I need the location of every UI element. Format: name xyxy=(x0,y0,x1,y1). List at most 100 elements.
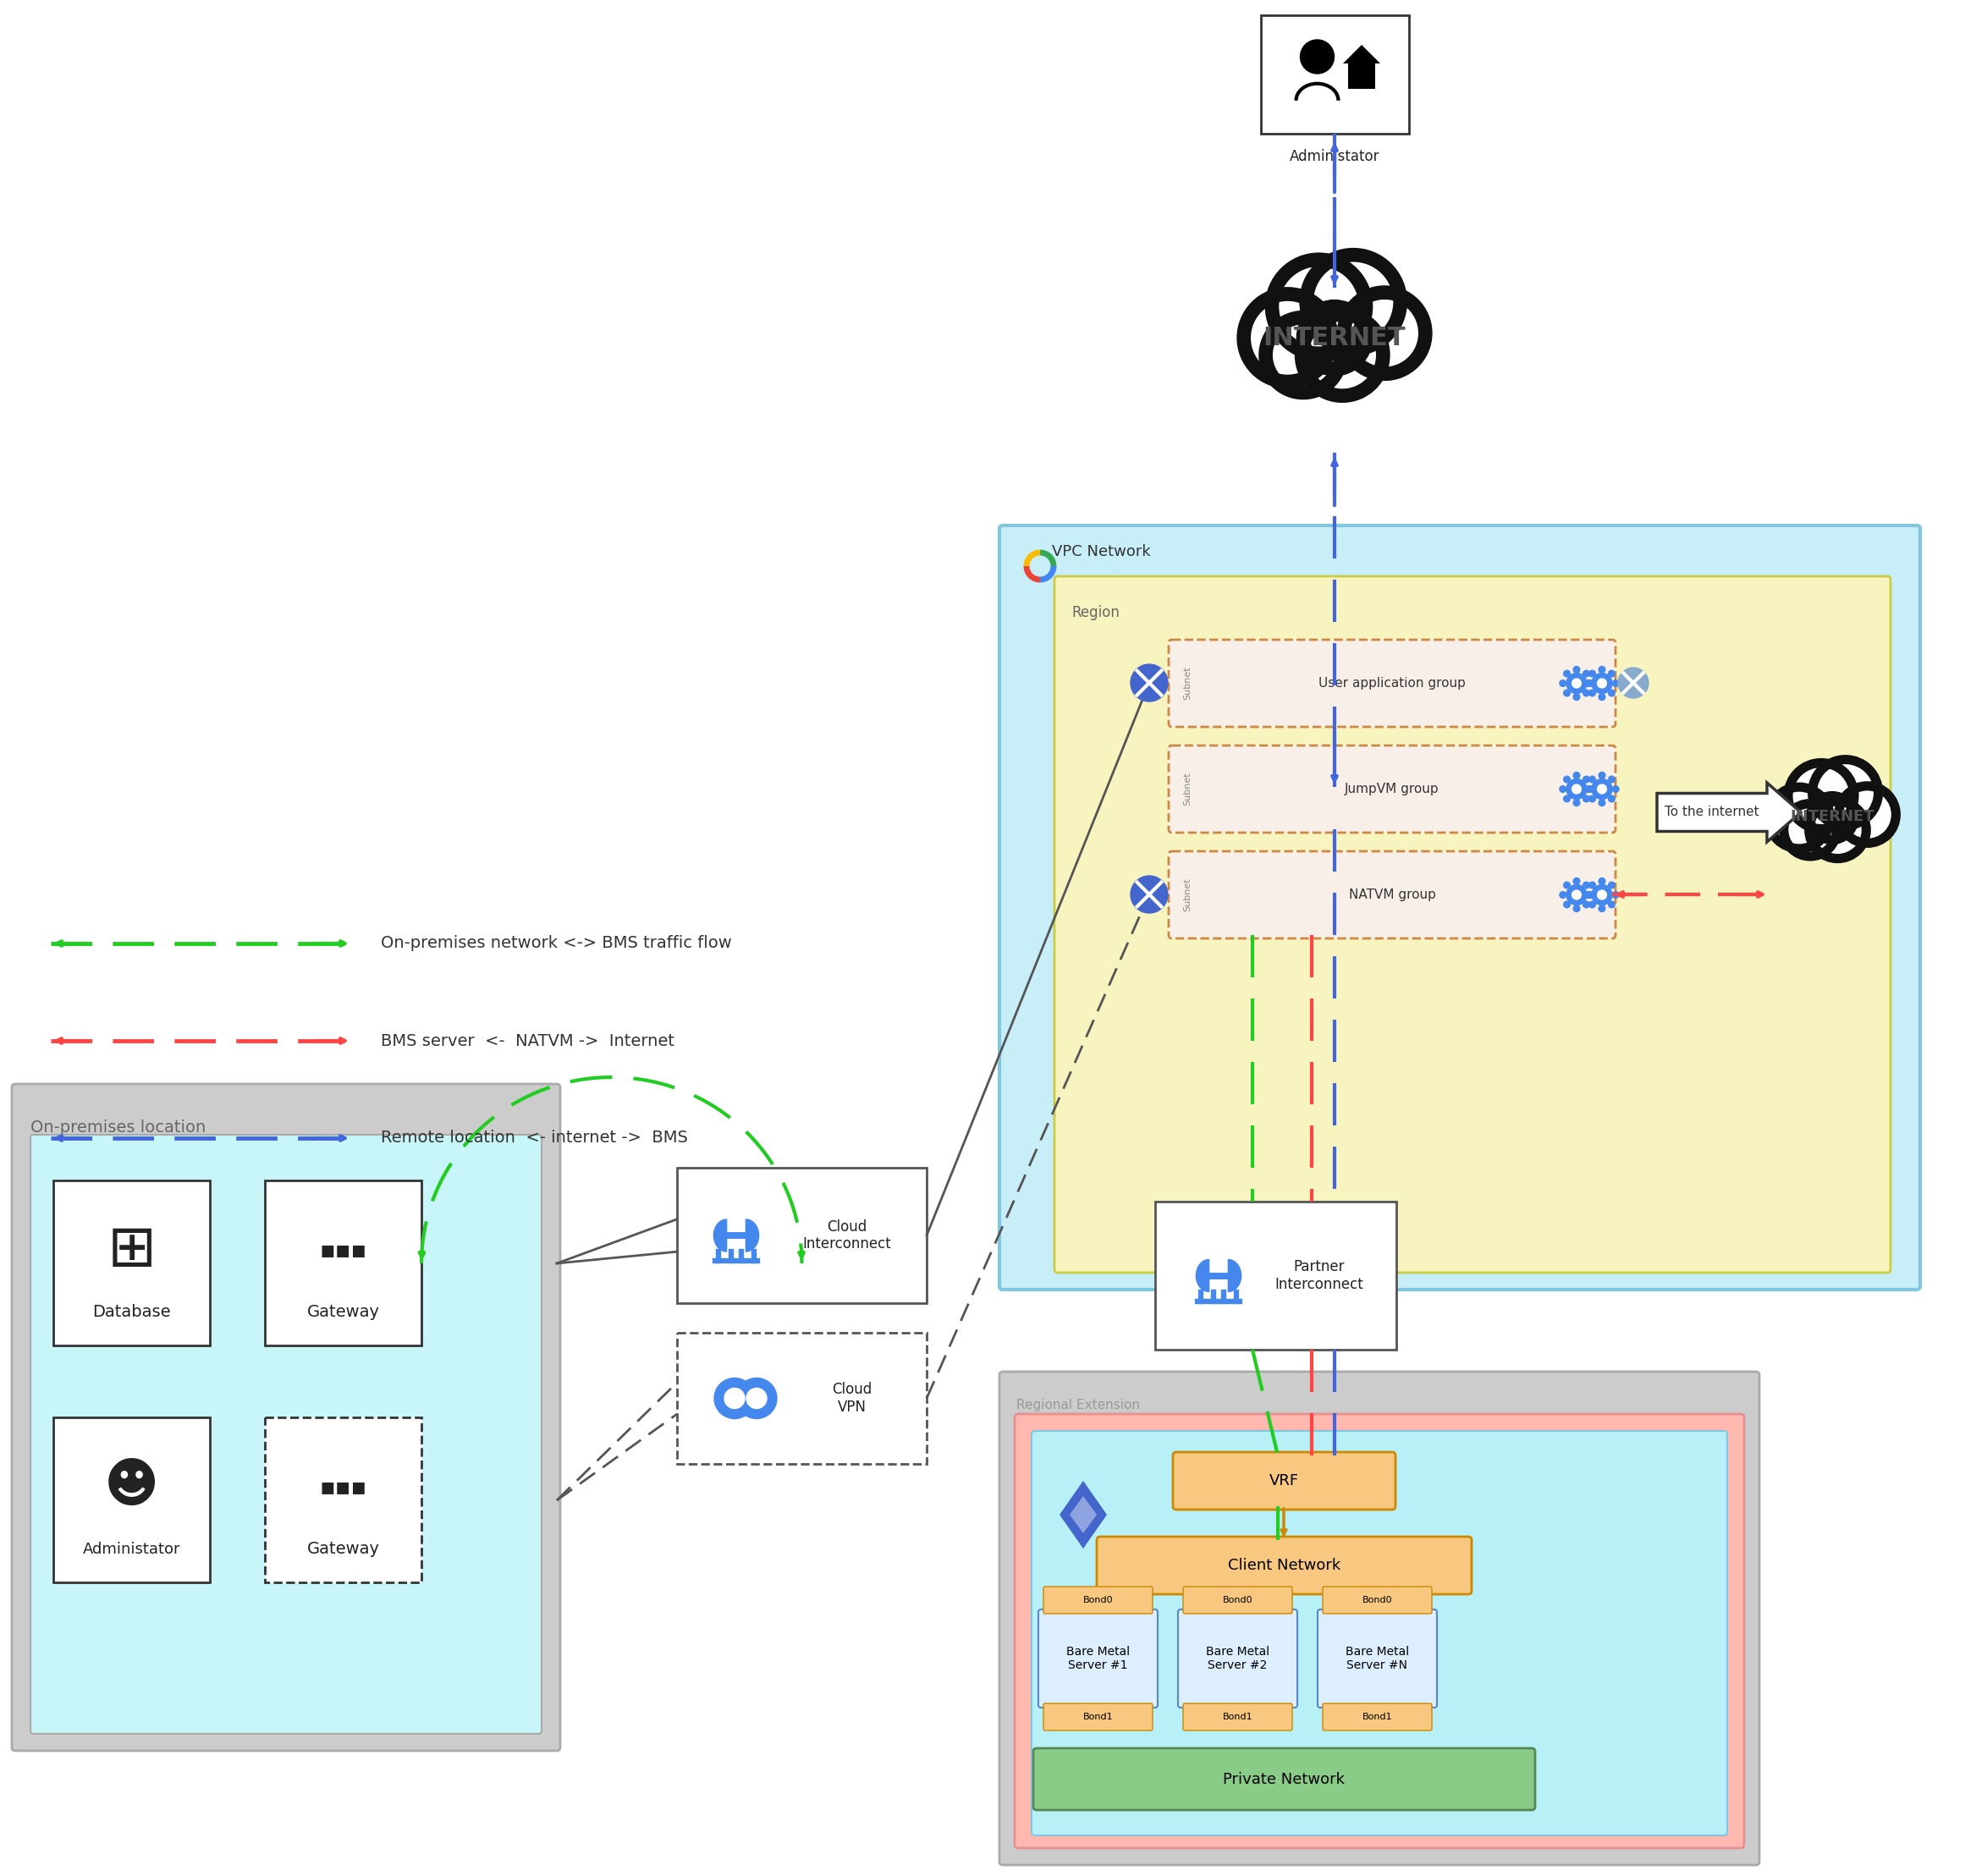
FancyBboxPatch shape xyxy=(1169,640,1615,726)
Circle shape xyxy=(1609,882,1615,889)
Text: Database: Database xyxy=(92,1304,171,1321)
Circle shape xyxy=(1584,882,1590,889)
Circle shape xyxy=(1609,777,1615,782)
Bar xyxy=(1348,64,1375,88)
Text: Zone: Zone xyxy=(1252,640,1287,655)
Text: Bare Metal
Server #2: Bare Metal Server #2 xyxy=(1207,1645,1269,1672)
Circle shape xyxy=(1265,317,1340,392)
Circle shape xyxy=(1574,878,1580,884)
FancyBboxPatch shape xyxy=(1032,1431,1727,1835)
FancyBboxPatch shape xyxy=(1096,1536,1472,1595)
Circle shape xyxy=(1810,801,1867,859)
FancyBboxPatch shape xyxy=(1055,576,1890,1272)
Circle shape xyxy=(1572,679,1582,688)
Circle shape xyxy=(1600,773,1605,779)
Polygon shape xyxy=(1342,45,1379,64)
Circle shape xyxy=(1598,891,1607,899)
Circle shape xyxy=(1600,799,1605,807)
Text: Bond0: Bond0 xyxy=(1222,1596,1254,1604)
Text: VRF: VRF xyxy=(1269,1473,1299,1488)
FancyBboxPatch shape xyxy=(1014,1415,1745,1848)
Text: Partner
Interconnect: Partner Interconnect xyxy=(1275,1259,1364,1293)
Circle shape xyxy=(1584,670,1590,677)
Polygon shape xyxy=(1197,1259,1208,1293)
Polygon shape xyxy=(713,1219,727,1251)
Circle shape xyxy=(1130,664,1167,702)
Bar xyxy=(1262,15,1409,133)
FancyBboxPatch shape xyxy=(1034,1748,1535,1810)
FancyBboxPatch shape xyxy=(1000,525,1920,1289)
Circle shape xyxy=(1271,259,1366,353)
Circle shape xyxy=(1566,673,1586,694)
Text: VPC Network: VPC Network xyxy=(1051,544,1151,559)
FancyBboxPatch shape xyxy=(1177,1610,1297,1707)
FancyBboxPatch shape xyxy=(1183,1587,1293,1613)
Circle shape xyxy=(1586,786,1592,792)
Circle shape xyxy=(1784,803,1837,855)
Circle shape xyxy=(1588,786,1594,792)
Circle shape xyxy=(1598,679,1607,688)
Circle shape xyxy=(1301,39,1334,73)
FancyBboxPatch shape xyxy=(1183,1703,1293,1730)
FancyBboxPatch shape xyxy=(1169,745,1615,833)
Text: INTERNET: INTERNET xyxy=(1790,809,1875,824)
Text: ▪▪▪: ▪▪▪ xyxy=(320,1238,367,1261)
Text: Private Network: Private Network xyxy=(1224,1771,1346,1786)
Circle shape xyxy=(1588,891,1594,899)
Text: Gateway: Gateway xyxy=(307,1542,379,1557)
Text: Subnet: Subnet xyxy=(1183,878,1191,912)
Circle shape xyxy=(1584,777,1590,782)
Text: Administator: Administator xyxy=(83,1542,181,1557)
Circle shape xyxy=(1130,876,1167,914)
Text: On-premises network <-> BMS traffic flow: On-premises network <-> BMS traffic flow xyxy=(381,936,731,951)
FancyBboxPatch shape xyxy=(1169,852,1615,938)
Circle shape xyxy=(737,1379,776,1418)
Circle shape xyxy=(1592,673,1611,694)
Circle shape xyxy=(1560,786,1566,792)
FancyBboxPatch shape xyxy=(1322,1703,1432,1730)
Circle shape xyxy=(1244,295,1332,381)
Circle shape xyxy=(1613,891,1619,899)
FancyBboxPatch shape xyxy=(1038,1610,1157,1707)
FancyBboxPatch shape xyxy=(265,1180,421,1345)
Circle shape xyxy=(1574,799,1580,807)
Circle shape xyxy=(1613,786,1619,792)
Circle shape xyxy=(1609,795,1615,803)
Text: JumpVM group: JumpVM group xyxy=(1344,782,1438,795)
Text: Cloud
Interconnect: Cloud Interconnect xyxy=(802,1219,890,1251)
Circle shape xyxy=(1590,777,1596,782)
Circle shape xyxy=(1810,795,1855,840)
Text: BMS server  <-  NATVM ->  Internet: BMS server <- NATVM -> Internet xyxy=(381,1034,674,1049)
Circle shape xyxy=(1584,795,1590,803)
Circle shape xyxy=(1592,885,1611,904)
Circle shape xyxy=(1564,900,1570,908)
Text: User application group: User application group xyxy=(1319,677,1466,690)
Circle shape xyxy=(1812,760,1879,825)
FancyBboxPatch shape xyxy=(53,1418,210,1581)
Circle shape xyxy=(1609,670,1615,677)
Circle shape xyxy=(1564,690,1570,696)
Text: ▪▪▪: ▪▪▪ xyxy=(320,1475,367,1499)
Circle shape xyxy=(1592,779,1611,799)
FancyArrow shape xyxy=(1656,782,1800,842)
Circle shape xyxy=(1590,900,1596,908)
Circle shape xyxy=(1590,795,1596,803)
Circle shape xyxy=(1307,255,1401,349)
Circle shape xyxy=(1598,784,1607,794)
Circle shape xyxy=(1600,906,1605,912)
Circle shape xyxy=(747,1388,766,1409)
Text: Subnet: Subnet xyxy=(1183,666,1191,700)
Circle shape xyxy=(1613,679,1619,687)
Circle shape xyxy=(1839,786,1896,842)
Bar xyxy=(1155,1203,1397,1349)
Bar xyxy=(678,1332,927,1463)
Circle shape xyxy=(1574,906,1580,912)
Circle shape xyxy=(1303,306,1366,370)
Text: Region: Region xyxy=(1071,606,1120,621)
Text: ⊞: ⊞ xyxy=(106,1221,157,1278)
Text: Bond0: Bond0 xyxy=(1083,1596,1112,1604)
Text: ☻: ☻ xyxy=(104,1461,159,1512)
Circle shape xyxy=(1588,679,1594,687)
Circle shape xyxy=(1564,670,1570,677)
FancyBboxPatch shape xyxy=(1000,1371,1759,1865)
